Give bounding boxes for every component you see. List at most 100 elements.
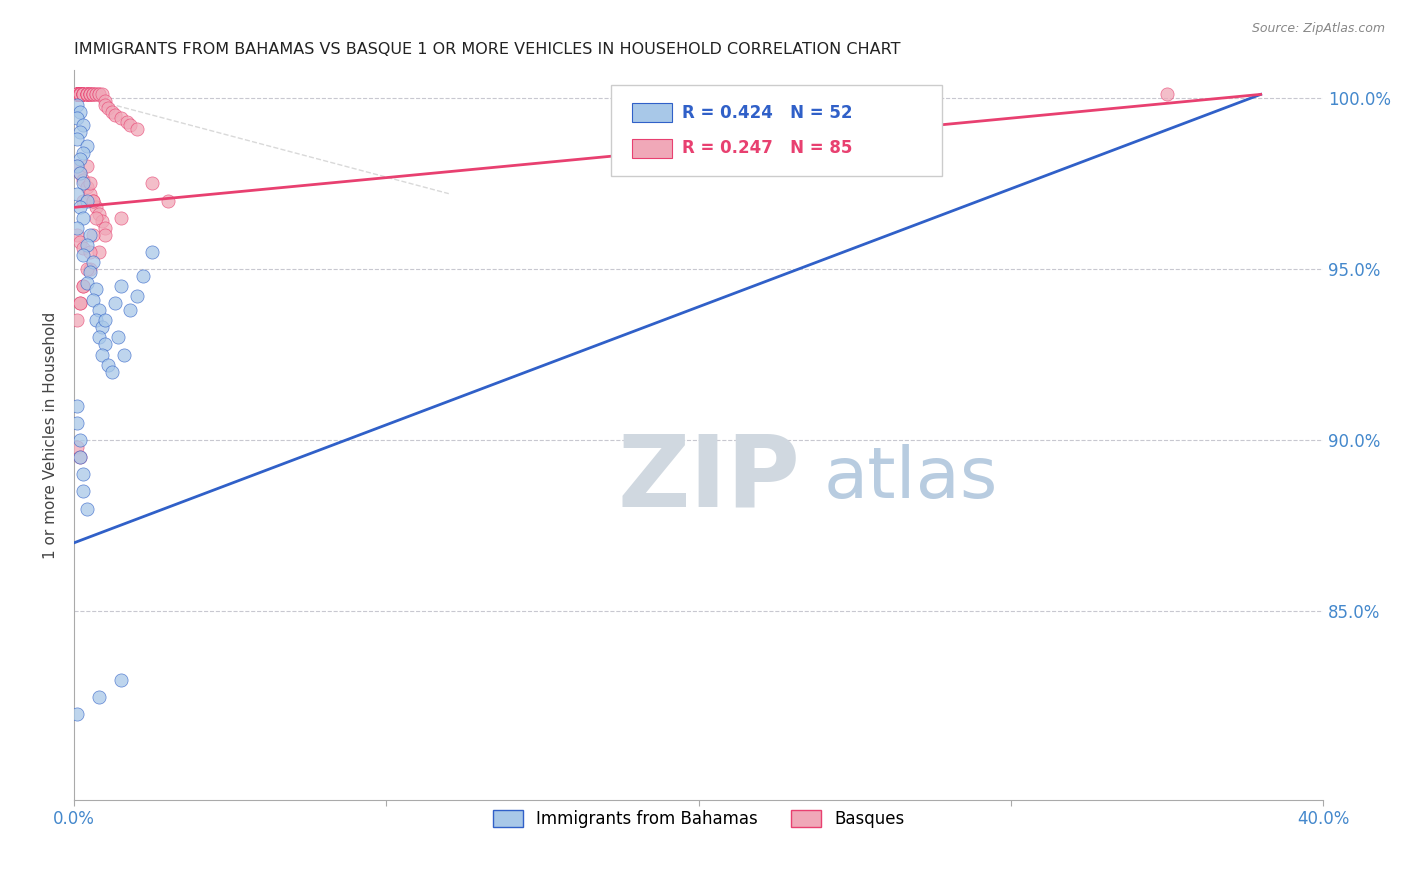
Point bbox=[66, 87, 89, 102]
Point bbox=[69, 296, 91, 310]
Point bbox=[87, 690, 110, 704]
Point bbox=[87, 244, 110, 259]
Point bbox=[76, 138, 98, 153]
Point bbox=[69, 87, 91, 102]
Point bbox=[72, 467, 94, 482]
Point bbox=[72, 145, 94, 160]
Point bbox=[87, 330, 110, 344]
Point bbox=[115, 115, 138, 129]
Point bbox=[94, 227, 117, 242]
Point bbox=[82, 87, 104, 102]
Point bbox=[69, 87, 91, 102]
Point bbox=[100, 104, 122, 119]
Point bbox=[66, 132, 89, 146]
Point bbox=[94, 97, 117, 112]
Text: R = 0.247   N = 85: R = 0.247 N = 85 bbox=[682, 139, 853, 158]
Point bbox=[82, 293, 104, 307]
Point bbox=[82, 194, 104, 208]
Point bbox=[79, 244, 101, 259]
Point bbox=[66, 87, 89, 102]
Point bbox=[84, 313, 107, 327]
Point bbox=[94, 220, 117, 235]
Point bbox=[79, 87, 101, 102]
Legend: Immigrants from Bahamas, Basques: Immigrants from Bahamas, Basques bbox=[486, 804, 911, 835]
Point bbox=[66, 87, 89, 102]
Point bbox=[66, 220, 89, 235]
Point bbox=[72, 118, 94, 132]
Point bbox=[72, 173, 94, 187]
Point bbox=[82, 87, 104, 102]
Point bbox=[66, 399, 89, 413]
Point bbox=[72, 279, 94, 293]
Bar bbox=[633, 139, 672, 158]
Point bbox=[66, 87, 89, 102]
Point bbox=[72, 87, 94, 102]
FancyBboxPatch shape bbox=[612, 85, 942, 176]
Point bbox=[84, 283, 107, 297]
Point bbox=[69, 87, 91, 102]
Point bbox=[69, 450, 91, 465]
Point bbox=[69, 200, 91, 214]
Point bbox=[84, 211, 107, 225]
Point bbox=[76, 501, 98, 516]
Point bbox=[69, 87, 91, 102]
Point bbox=[72, 211, 94, 225]
Point bbox=[141, 177, 163, 191]
Point bbox=[82, 227, 104, 242]
Point bbox=[104, 296, 127, 310]
Text: atlas: atlas bbox=[824, 444, 998, 513]
Point bbox=[72, 279, 94, 293]
Point bbox=[66, 706, 89, 721]
Point bbox=[72, 87, 94, 102]
Point bbox=[87, 87, 110, 102]
Point bbox=[94, 313, 117, 327]
Point bbox=[97, 358, 120, 372]
Text: ZIP: ZIP bbox=[617, 430, 800, 527]
Point bbox=[82, 255, 104, 269]
Point bbox=[66, 87, 89, 102]
Text: IMMIGRANTS FROM BAHAMAS VS BASQUE 1 OR MORE VEHICLES IN HOUSEHOLD CORRELATION CH: IMMIGRANTS FROM BAHAMAS VS BASQUE 1 OR M… bbox=[75, 42, 901, 57]
Point bbox=[72, 194, 94, 208]
Point bbox=[66, 159, 89, 173]
Point bbox=[87, 87, 110, 102]
Point bbox=[82, 87, 104, 102]
Point bbox=[79, 186, 101, 201]
Point bbox=[69, 235, 91, 249]
Point bbox=[76, 159, 98, 173]
Point bbox=[66, 416, 89, 430]
Point bbox=[69, 87, 91, 102]
Point bbox=[125, 121, 148, 136]
Y-axis label: 1 or more Vehicles in Household: 1 or more Vehicles in Household bbox=[44, 311, 58, 558]
Point bbox=[156, 194, 179, 208]
Text: R = 0.424   N = 52: R = 0.424 N = 52 bbox=[682, 103, 853, 121]
Point bbox=[76, 87, 98, 102]
Point bbox=[66, 227, 89, 242]
Point bbox=[66, 159, 89, 173]
Point bbox=[76, 87, 98, 102]
Point bbox=[141, 244, 163, 259]
Point bbox=[84, 87, 107, 102]
Point bbox=[110, 112, 132, 126]
Point bbox=[69, 87, 91, 102]
Point bbox=[69, 87, 91, 102]
Point bbox=[110, 211, 132, 225]
Point bbox=[69, 125, 91, 139]
Point bbox=[84, 87, 107, 102]
Point bbox=[1156, 87, 1178, 102]
Point bbox=[76, 179, 98, 194]
Point bbox=[66, 87, 89, 102]
Point bbox=[107, 330, 129, 344]
Point bbox=[72, 87, 94, 102]
Point bbox=[66, 87, 89, 102]
Point bbox=[97, 101, 120, 115]
Point bbox=[72, 484, 94, 499]
Point bbox=[72, 177, 94, 191]
Point bbox=[79, 87, 101, 102]
Point bbox=[79, 265, 101, 279]
Point bbox=[91, 214, 114, 228]
Point bbox=[84, 200, 107, 214]
Point bbox=[110, 673, 132, 687]
Point bbox=[100, 365, 122, 379]
Point bbox=[66, 87, 89, 102]
Point bbox=[112, 347, 135, 361]
